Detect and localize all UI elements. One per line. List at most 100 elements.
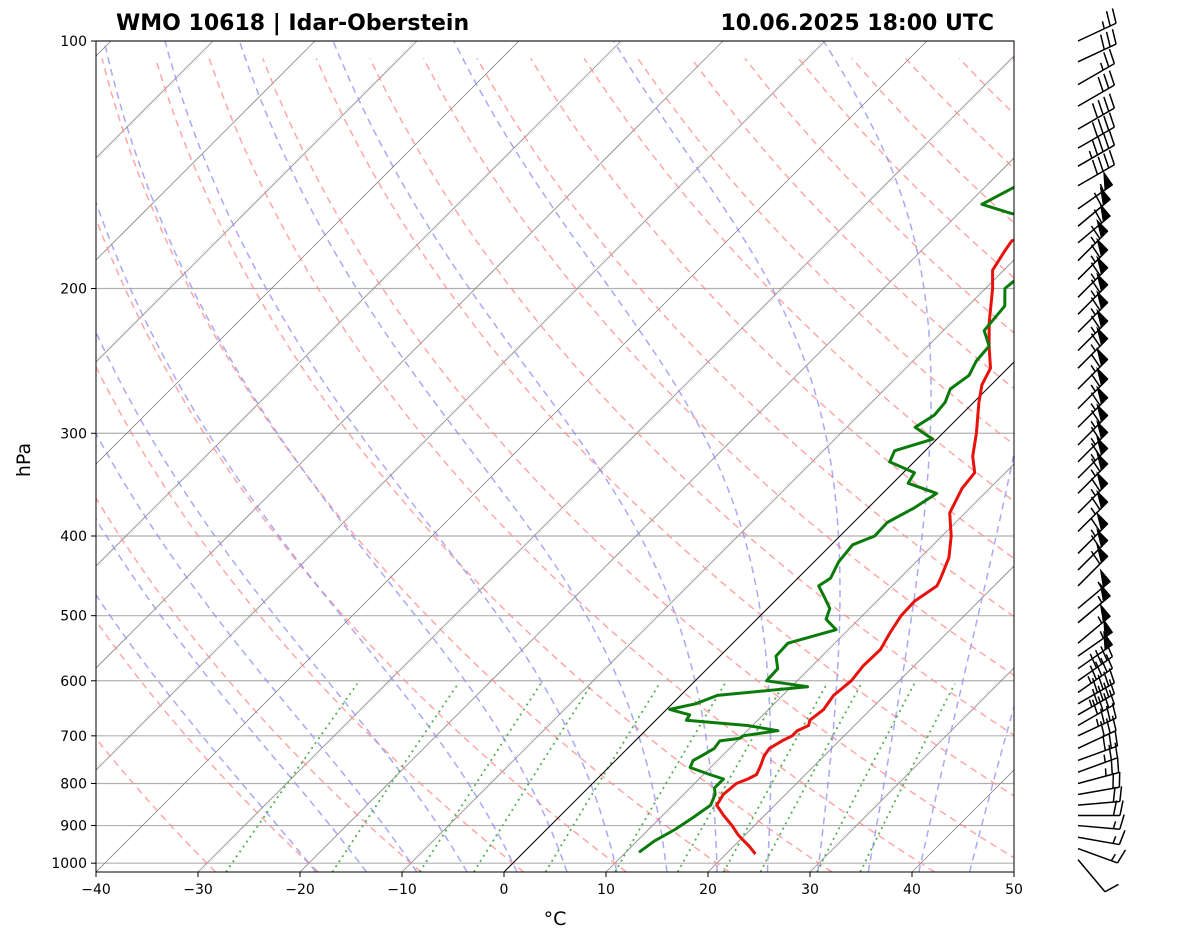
x-axis-label: °C xyxy=(544,908,567,930)
dry-adiabat-line xyxy=(154,58,833,872)
wind-barb xyxy=(1077,436,1109,479)
wind-barb xyxy=(1077,528,1109,571)
mixing-ratio-line xyxy=(473,683,593,872)
wind-barb xyxy=(1077,347,1109,390)
wind-barb xyxy=(1077,618,1114,657)
dry-adiabat-lines xyxy=(96,57,1014,872)
mixing-ratio-line xyxy=(676,683,785,872)
sounding-profiles xyxy=(638,185,1014,856)
moist-adiabat-lines xyxy=(96,41,1014,872)
wind-barb xyxy=(1077,543,1109,587)
isotherm-line xyxy=(605,463,1014,872)
isotherm-line xyxy=(299,157,1014,872)
dry-adiabat-line xyxy=(422,58,1014,677)
dry-adiabat-line xyxy=(690,57,1014,390)
x-tick-label: 30 xyxy=(801,882,819,898)
wind-barb xyxy=(1078,800,1124,817)
isotherm-line xyxy=(96,41,826,771)
moist-adiabat-line xyxy=(238,41,668,872)
isotherm-line xyxy=(96,41,418,363)
isotherm-line xyxy=(96,41,520,465)
dry-adiabat-line xyxy=(96,496,422,872)
moist-adiabat-line xyxy=(96,432,418,872)
y-tick-label: 800 xyxy=(60,777,87,793)
wind-barb xyxy=(1077,255,1109,298)
moist-adiabat-line xyxy=(96,517,368,872)
wind-barb xyxy=(1077,93,1116,130)
wind-barb xyxy=(1077,786,1123,806)
mixing-ratio-line xyxy=(331,683,459,872)
isotherm-line xyxy=(809,667,1014,872)
moist-adiabat-line xyxy=(612,41,841,872)
isotherm-line xyxy=(96,41,928,872)
moist-adiabat-line xyxy=(822,41,932,872)
mixing-ratio-line xyxy=(544,683,661,872)
wind-barb xyxy=(1077,742,1119,773)
x-tick-label: 10 xyxy=(597,882,615,898)
mixing-ratio-line xyxy=(816,683,916,872)
y-tick-label: 400 xyxy=(60,529,87,545)
dry-adiabat-line xyxy=(797,57,1014,279)
wind-barb xyxy=(1077,847,1127,864)
dry-adiabat-line xyxy=(529,58,1014,560)
wind-barb xyxy=(1077,48,1116,86)
dry-adiabat-line xyxy=(1012,57,1014,61)
wind-barb xyxy=(1077,511,1109,554)
dry-adiabat-line xyxy=(208,58,936,872)
dry-adiabat-line xyxy=(262,58,1014,859)
temperature-profile-line xyxy=(715,238,1014,856)
x-axis-ticks: −40 −30 −20 −10 0 10 20 30 40 50 xyxy=(81,872,1023,898)
wind-barb xyxy=(1077,70,1116,107)
dry-adiabat-line xyxy=(958,57,1014,115)
x-tick-label: 40 xyxy=(903,882,921,898)
wind-barb xyxy=(1077,689,1116,727)
pressure-gridlines xyxy=(96,40,1014,864)
wind-barb xyxy=(1077,730,1119,762)
wind-barb xyxy=(1077,8,1117,42)
plot-frame xyxy=(95,40,1015,873)
wind-barb xyxy=(1077,419,1109,463)
wind-barb xyxy=(1077,272,1109,315)
wind-barb xyxy=(1077,771,1121,796)
wind-barb xyxy=(1077,757,1120,785)
wind-barb xyxy=(1077,150,1116,187)
wind-barb xyxy=(1077,859,1119,893)
y-tick-label: 600 xyxy=(60,674,87,690)
moist-adiabat-line xyxy=(968,704,1014,872)
chart-title-station: WMO 10618 | Idar-Oberstein xyxy=(116,11,469,36)
wind-barb xyxy=(1077,202,1111,244)
mixing-ratio-line xyxy=(722,683,828,872)
isotherm-line xyxy=(197,55,1014,872)
wind-barb xyxy=(1077,642,1114,682)
x-tick-label: −40 xyxy=(81,882,111,898)
wind-barb xyxy=(1077,814,1125,830)
plot-area xyxy=(96,41,1014,872)
x-tick-label: 20 xyxy=(699,882,717,898)
y-tick-label: 100 xyxy=(60,34,87,50)
y-tick-label: 500 xyxy=(60,609,87,625)
dry-adiabat-line xyxy=(96,217,627,872)
x-tick-label: −30 xyxy=(183,882,213,898)
moist-adiabat-line xyxy=(164,41,618,872)
dry-adiabat-line xyxy=(96,619,319,872)
dry-adiabat-line xyxy=(476,58,1014,618)
mixing-ratio-line xyxy=(759,683,863,872)
moist-adiabat-line xyxy=(332,41,718,872)
moist-adiabat-line xyxy=(96,200,518,872)
isotherm-line xyxy=(707,565,1014,872)
dry-adiabat-line xyxy=(96,365,525,872)
wind-barb xyxy=(1077,237,1109,280)
wind-barb xyxy=(1077,112,1116,149)
dry-adiabat-line xyxy=(851,57,1014,224)
mixing-ratio-lines xyxy=(225,683,956,872)
mixing-ratio-line xyxy=(859,683,956,872)
y-tick-label: 700 xyxy=(60,729,87,745)
moist-adiabat-line xyxy=(96,593,317,872)
wind-barb xyxy=(1077,366,1109,410)
wind-barb xyxy=(1077,170,1114,210)
wind-barb xyxy=(1077,679,1116,716)
wind-barb xyxy=(1077,568,1111,610)
y-tick-label: 1000 xyxy=(51,856,87,872)
wind-barb xyxy=(1077,602,1111,644)
